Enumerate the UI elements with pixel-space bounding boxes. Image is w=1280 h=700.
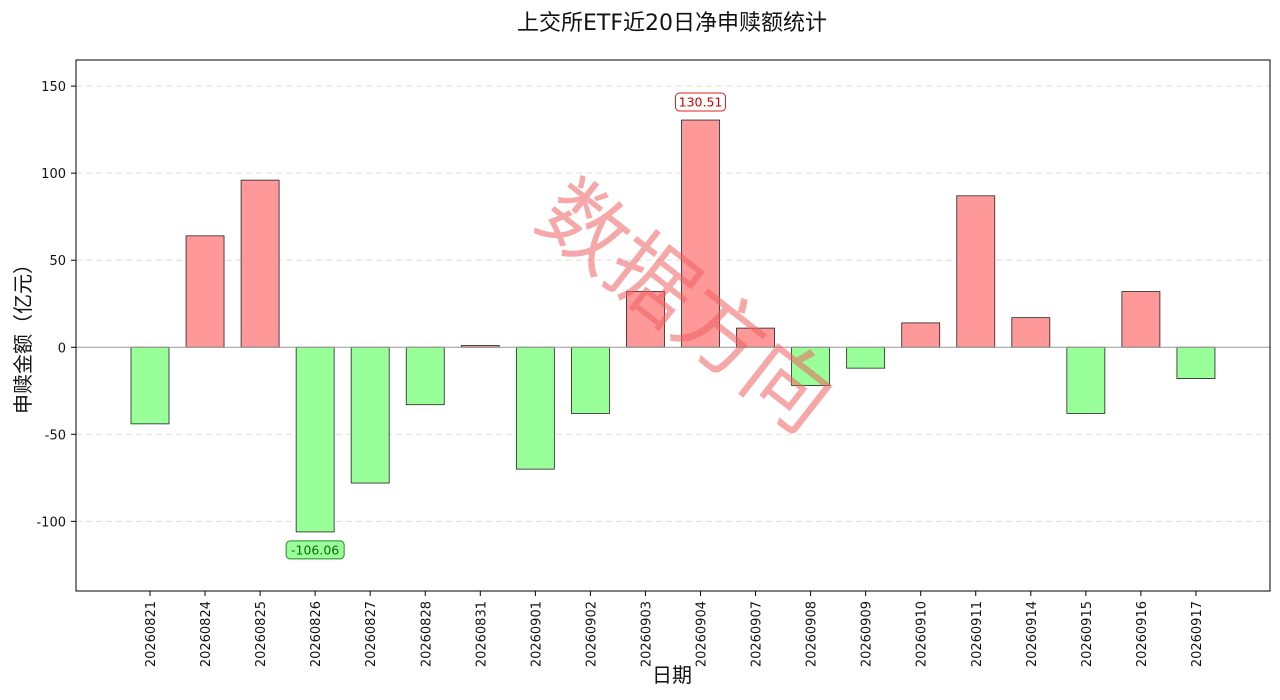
plot-frame [75, 59, 1271, 592]
x-tick-label: 20260826 [309, 601, 324, 667]
x-tick-label: 20260827 [364, 601, 379, 667]
x-tick-label: 20260821 [144, 601, 159, 667]
y-tick-label: -100 [36, 515, 66, 530]
bar [185, 235, 225, 348]
x-tick-label: 20260910 [915, 601, 930, 667]
x-tick-label: 20260915 [1080, 601, 1095, 667]
y-tick-label: 100 [41, 167, 66, 182]
min-label-box [285, 540, 345, 560]
x-tick-label: 20260911 [970, 601, 985, 667]
bar [295, 346, 335, 533]
bar [1011, 317, 1051, 348]
x-tick-label: 20260828 [419, 601, 434, 667]
bar [846, 346, 886, 369]
bar [681, 119, 720, 348]
x-tick-label: 20260831 [474, 601, 489, 667]
y-tick-label: -50 [45, 428, 66, 443]
x-tick-label: 20260914 [1025, 601, 1040, 667]
y-tick-label: 150 [41, 80, 66, 95]
x-tick-label: 20260909 [860, 601, 875, 667]
x-tick-label: 20260917 [1190, 601, 1205, 667]
bar [1066, 346, 1106, 414]
x-tick-label: 20260903 [639, 601, 654, 667]
x-tick-label: 20260902 [584, 601, 599, 667]
x-axis: 20260821 20260824 20260825 20260826 20260827… [144, 591, 1205, 667]
annotations: 130.51 -106.06 [285, 92, 726, 560]
bar [791, 346, 830, 386]
bar [1176, 346, 1216, 380]
x-axis-label: 日期 [652, 663, 692, 687]
bar [130, 346, 170, 425]
bar [901, 322, 941, 348]
min-data-label: -106.06 [291, 542, 339, 557]
bar [956, 195, 996, 348]
bar [1121, 291, 1161, 348]
bar [515, 346, 555, 470]
bar [626, 291, 665, 348]
bar [350, 346, 390, 484]
y-axis: -100 -50 0 50 100 150 [36, 80, 76, 530]
bar [240, 179, 280, 348]
y-tick-label: 50 [49, 254, 66, 269]
x-tick-label: 20260904 [695, 601, 710, 667]
chart-title: 上交所ETF近20日净申赎额统计 [517, 11, 827, 36]
x-tick-label: 20260916 [1135, 601, 1150, 667]
x-tick-label: 20260824 [199, 601, 214, 667]
max-data-label: 130.51 [679, 95, 723, 110]
max-label-box [675, 92, 726, 112]
y-axis-label: 申赎金额（亿元） [11, 254, 35, 414]
y-tick-label: 0 [58, 341, 66, 356]
x-tick-label: 20260901 [529, 601, 544, 667]
bar [405, 346, 445, 406]
bar [571, 346, 610, 414]
x-tick-label: 20260907 [750, 601, 765, 667]
grid [76, 85, 1270, 522]
x-tick-label: 20260825 [254, 601, 269, 667]
x-tick-label: 20260908 [805, 601, 820, 667]
